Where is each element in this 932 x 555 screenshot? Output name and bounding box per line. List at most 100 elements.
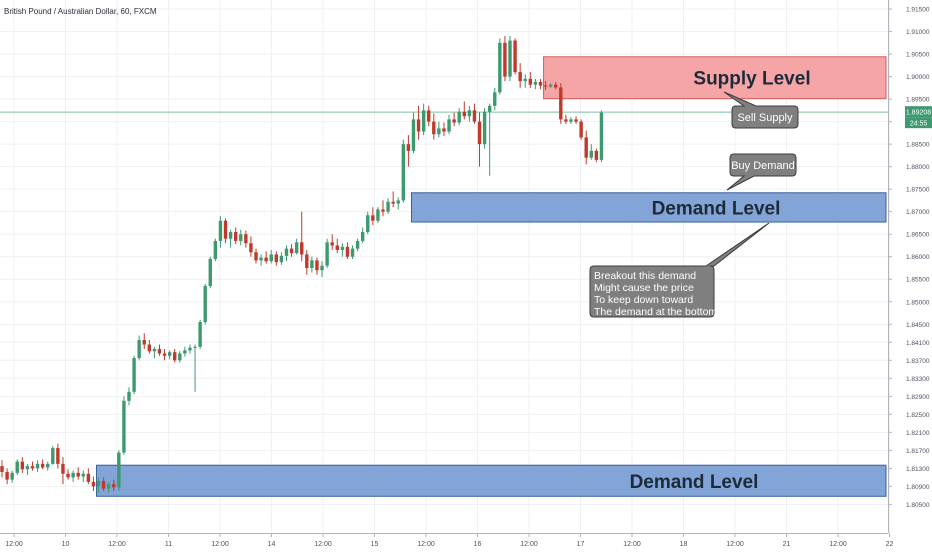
candle-body bbox=[142, 340, 146, 345]
breakout-note-callout[interactable]: Breakout this demand Might cause the pri… bbox=[589, 222, 770, 318]
candle-body bbox=[498, 42, 502, 93]
candle bbox=[294, 238, 299, 255]
candle-body bbox=[208, 258, 212, 286]
candle bbox=[183, 346, 187, 357]
candle-body bbox=[508, 40, 512, 77]
candle-body bbox=[157, 349, 162, 354]
candle bbox=[518, 63, 522, 88]
y-tick-label: 1.81300 bbox=[906, 466, 930, 473]
candle bbox=[86, 468, 91, 485]
candle-body bbox=[173, 352, 177, 361]
candle-body bbox=[472, 110, 477, 122]
price-axis[interactable]: 1.915001.910001.905001.900001.895001.890… bbox=[888, 0, 930, 533]
candle bbox=[381, 200, 385, 217]
candle bbox=[411, 112, 416, 154]
candle-body bbox=[152, 349, 157, 352]
demand-zone-label: Demand Level bbox=[630, 472, 759, 493]
y-tick-label: 1.82100 bbox=[906, 430, 930, 437]
candle-body bbox=[244, 234, 248, 244]
candle-body bbox=[503, 42, 507, 77]
candle bbox=[386, 198, 390, 214]
candle-body bbox=[325, 242, 329, 266]
candle-body bbox=[396, 200, 400, 204]
candle bbox=[538, 78, 543, 90]
candle bbox=[223, 218, 228, 244]
x-tick-label: 18 bbox=[680, 541, 688, 548]
supply-zone-label: Supply Level bbox=[693, 69, 810, 90]
y-tick-label: 1.86000 bbox=[906, 254, 930, 261]
candle bbox=[340, 243, 345, 257]
candle bbox=[564, 114, 568, 124]
candle-body bbox=[239, 234, 243, 241]
candle-body bbox=[279, 255, 284, 263]
candle-body bbox=[249, 243, 253, 253]
candle-body bbox=[355, 240, 360, 249]
candle-body bbox=[381, 209, 385, 212]
candle bbox=[249, 236, 253, 257]
sell-supply-callout[interactable]: Sell Supply bbox=[723, 91, 799, 129]
candle bbox=[61, 457, 65, 485]
candle bbox=[554, 82, 558, 90]
candle-body bbox=[391, 201, 395, 204]
candle-body bbox=[543, 85, 548, 87]
candle bbox=[274, 251, 279, 266]
candle-body bbox=[493, 92, 497, 106]
candle bbox=[548, 83, 553, 88]
zone-labels: Supply Level Demand Level Demand Level bbox=[630, 69, 811, 493]
breakout-note-line-1: Breakout this demand bbox=[594, 270, 696, 282]
y-tick-label: 1.88000 bbox=[906, 164, 930, 171]
candles bbox=[0, 36, 604, 494]
candle bbox=[173, 349, 177, 363]
candle-body bbox=[122, 400, 126, 453]
breakout-note-line-4: The demand at the bottom. bbox=[594, 306, 720, 318]
candle bbox=[10, 470, 14, 483]
candle-body bbox=[30, 466, 35, 469]
candle-body bbox=[386, 201, 390, 212]
buy-demand-callout[interactable]: Buy Demand bbox=[726, 153, 797, 191]
y-tick-label: 1.87500 bbox=[906, 187, 930, 194]
candle-body bbox=[548, 84, 553, 87]
candle-body bbox=[559, 87, 563, 120]
y-tick-label: 1.80500 bbox=[906, 502, 930, 509]
candle bbox=[239, 229, 243, 246]
supply-zone[interactable] bbox=[543, 56, 887, 100]
candle bbox=[482, 108, 487, 149]
x-tick-label: 17 bbox=[577, 541, 585, 548]
candle bbox=[498, 38, 502, 95]
candle-body bbox=[5, 471, 9, 480]
candle-body bbox=[46, 463, 50, 468]
candle bbox=[35, 460, 40, 472]
demand-zone[interactable] bbox=[410, 192, 887, 223]
y-tick-label: 1.83300 bbox=[906, 376, 930, 383]
x-tick-label: 12:00 bbox=[108, 541, 126, 548]
candle-body bbox=[518, 72, 522, 82]
candle bbox=[228, 229, 233, 248]
candle bbox=[152, 346, 157, 359]
candle bbox=[406, 135, 411, 167]
candle bbox=[193, 344, 197, 392]
x-tick-label: 16 bbox=[474, 541, 482, 548]
candle-body bbox=[462, 111, 466, 117]
candle-body bbox=[340, 246, 345, 250]
candle bbox=[376, 207, 380, 223]
time-axis[interactable]: 12:00 10 12:00 11 12:00 14 12:00 15 12:00 16 12:00… bbox=[0, 533, 893, 548]
candle-body bbox=[294, 242, 299, 254]
candle bbox=[513, 38, 517, 75]
candle bbox=[117, 450, 121, 491]
candle bbox=[594, 148, 599, 163]
candle-body bbox=[71, 472, 75, 478]
candle bbox=[81, 470, 85, 482]
candle bbox=[508, 36, 512, 82]
candle-body bbox=[523, 78, 527, 82]
demand-zone[interactable] bbox=[96, 464, 887, 497]
candle bbox=[284, 245, 289, 262]
y-tick-label: 1.90500 bbox=[906, 52, 930, 59]
y-tick-label: 1.83700 bbox=[906, 358, 930, 365]
candle bbox=[355, 238, 360, 252]
y-tick-label: 1.88500 bbox=[906, 142, 930, 149]
y-tick-label: 1.80900 bbox=[906, 484, 930, 491]
y-tick-label: 1.85500 bbox=[906, 277, 930, 284]
y-tick-label: 1.89500 bbox=[906, 97, 930, 104]
candle-body bbox=[406, 144, 411, 151]
